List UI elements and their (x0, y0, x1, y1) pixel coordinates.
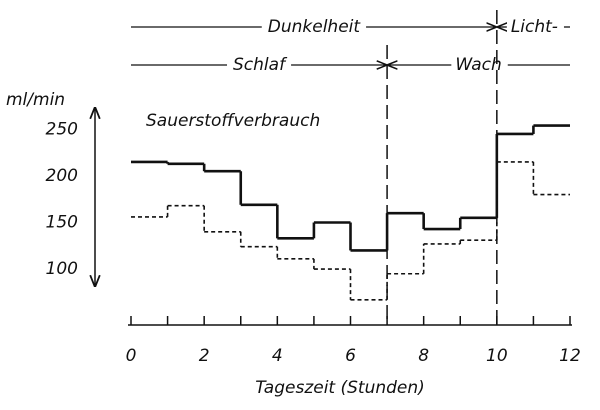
x-tick-label: 0 (126, 346, 137, 366)
y-tick-label: 100 (46, 259, 78, 279)
y-tick-label: 250 (46, 119, 78, 139)
x-tick-label: 8 (418, 346, 429, 366)
chart-title: Sauerstoffverbrauch (146, 111, 320, 131)
x-tick-label: 12 (559, 346, 581, 366)
x-tick-label: 10 (486, 346, 508, 366)
phase-label: Dunkelheit (268, 17, 362, 37)
y-axis-label: ml/min (6, 90, 65, 110)
x-axis-label: Tageszeit (Stunden) (255, 378, 425, 398)
x-tick-label: 4 (272, 346, 283, 366)
y-tick-label: 150 (46, 212, 78, 232)
x-tick-label: 2 (199, 346, 210, 366)
phase-label: Wach (455, 55, 501, 75)
phase-label: Schlaf (233, 55, 288, 75)
x-tick-label: 6 (345, 346, 356, 366)
phase-label: Licht- (511, 17, 558, 37)
y-tick-label: 200 (46, 166, 78, 186)
